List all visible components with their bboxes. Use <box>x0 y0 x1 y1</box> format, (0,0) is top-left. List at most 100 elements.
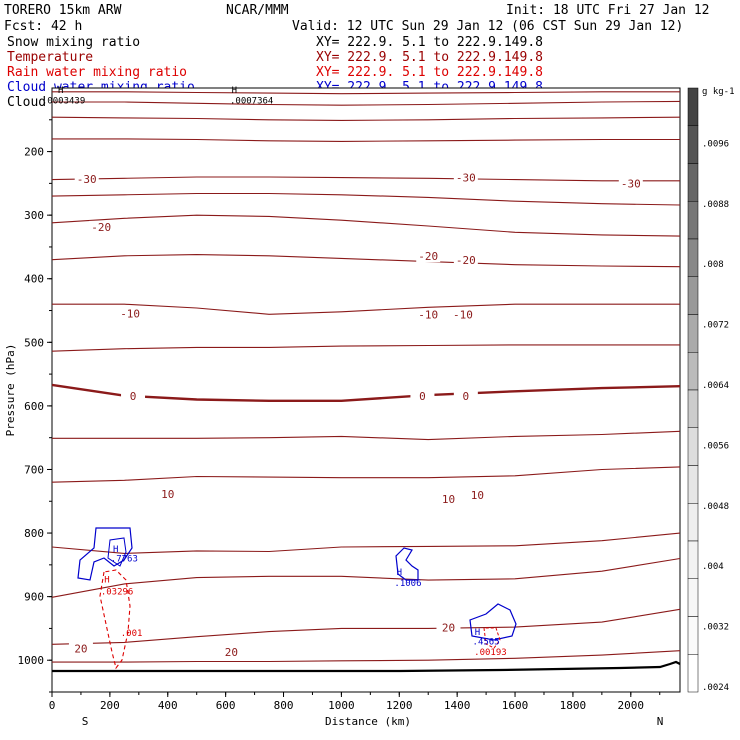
colorbar: .0096 .0088 .008 .0072 .0064 .0056 .0048 .004 .0… <box>687 87 729 693</box>
maximum-label: .1006 <box>394 579 421 589</box>
maximum-label: .00193 <box>474 648 507 658</box>
cloud-water-contour-1 <box>77 527 133 581</box>
isotherm--15 <box>51 254 681 268</box>
isotherm-label: 20 <box>225 646 238 659</box>
x-tick-label: 1800 <box>560 699 587 712</box>
model-title: TORERO 15km ARW <box>4 3 122 18</box>
isotherm-label: -30 <box>77 173 97 186</box>
label-bg <box>465 489 490 502</box>
isotherm-label: 10 <box>471 489 484 502</box>
isotherm-labels: -30 -30 -30 -20 -20 -20 -10 -10 -10 0 0 0 10 10 10 20 20… <box>68 171 643 659</box>
isotherm-label: 0 <box>419 390 426 403</box>
x-tick-label: 2000 <box>618 699 645 712</box>
y-tick-label: 600 <box>24 400 44 413</box>
colorbar-label: .0096 <box>702 139 729 149</box>
maximum-label: H <box>475 628 480 638</box>
colorbar-label: .0048 <box>702 502 729 512</box>
colorbar-swatch <box>687 389 699 428</box>
colorbar-label: .008 <box>702 260 724 270</box>
cloud-water-contour-3 <box>395 547 419 581</box>
y-axis: 200 300 400 500 600 700 800 900 1000 <box>18 119 52 693</box>
maximum-label: .001 <box>121 629 143 639</box>
x-tick-label: 200 <box>100 699 120 712</box>
colorbar-swatch <box>687 314 699 353</box>
isotherm--30 <box>51 176 680 182</box>
maximum-label: H <box>104 576 109 586</box>
plot-area: -30 -30 -30 -20 -20 -20 -10 -10 -10 0 0 0 10 10 10 20 20… <box>42 86 681 693</box>
isotherm-label: -10 <box>418 309 438 322</box>
isotherm--20 <box>51 214 681 237</box>
colorbar-swatch <box>687 427 699 466</box>
isotherm-30 <box>52 650 681 663</box>
colorbar-unit: g kg-1 <box>702 87 735 97</box>
colorbar-label: .0072 <box>702 321 729 331</box>
x-tick-label: 1200 <box>386 699 413 712</box>
label-bg <box>416 308 441 321</box>
isotherm-label: -20 <box>91 221 111 234</box>
colorbar-label: .0088 <box>702 200 729 210</box>
endpoint-south: S <box>82 715 89 728</box>
maximum-label: .0003439 <box>42 96 85 106</box>
colorbar-swatch <box>687 201 699 240</box>
label-bg <box>74 173 99 186</box>
label-bg <box>89 220 114 233</box>
cloud-water-contour-2 <box>107 537 127 567</box>
maximum-label: H <box>232 86 237 96</box>
colorbar-swatch <box>687 465 699 504</box>
label-bg <box>450 308 475 321</box>
colorbar-label: .0032 <box>702 623 729 633</box>
isotherm-5 <box>52 430 681 441</box>
y-tick-label: 800 <box>24 527 44 540</box>
isotherm-label: 0 <box>463 390 470 403</box>
y-tick-label: 300 <box>24 209 44 222</box>
isotherm--40 <box>51 116 681 121</box>
init-time: Init: 18 UTC Fri 27 Jan 12 <box>506 3 710 18</box>
maximum-label: H <box>397 568 402 578</box>
label-bg <box>121 389 146 402</box>
maximum-label: .03296 <box>101 588 134 598</box>
valid-time: Valid: 12 UTC Sun 29 Jan 12 (06 CST Sun … <box>292 19 683 34</box>
legend-label: Snow mixing ratio <box>7 35 140 50</box>
x-tick-label: 400 <box>158 699 178 712</box>
label-bg <box>219 646 244 659</box>
isotherm-label: 20 <box>74 642 87 655</box>
forecast-hour: Fcst: 42 h <box>4 19 82 34</box>
plot-frame <box>51 87 681 693</box>
colorbar-label: .0024 <box>702 683 729 693</box>
isotherm-label: -10 <box>120 307 140 320</box>
isotherm-label: -30 <box>621 178 641 191</box>
isotherm-25 <box>51 608 681 645</box>
colorbar-swatch <box>687 654 699 693</box>
isotherm-label: 10 <box>442 493 455 506</box>
maximum-label: H <box>58 86 63 96</box>
y-tick-label: 700 <box>24 463 44 476</box>
x-tick-label: 800 <box>274 699 294 712</box>
label-bg <box>410 389 435 402</box>
label-bg <box>453 253 478 266</box>
x-tick-label: 0 <box>49 699 56 712</box>
maximum-label: .0007364 <box>230 96 273 106</box>
isotherm--5 <box>51 344 680 352</box>
x-axis-title: Distance (km) <box>325 715 411 728</box>
x-tick-label: 600 <box>216 699 236 712</box>
colorbar-swatch <box>687 540 699 579</box>
y-tick-label: 400 <box>24 273 44 286</box>
legend-coords: XY= 222.9. 5.1 to 222.9.149.8 <box>316 50 543 65</box>
label-bg <box>618 177 643 190</box>
maxima-labels: H.7763H.03296.001H.1006H.4565.00193.0003… <box>42 86 507 658</box>
colorbar-swatch <box>687 503 699 542</box>
x-axis: 0 200 400 600 800 1000 1200 1400 1600 1800 2000 <box>49 692 661 712</box>
colorbar-label: .0064 <box>702 381 729 391</box>
label-bg <box>436 492 461 505</box>
isotherm--45 <box>52 100 681 106</box>
colorbar-swatch <box>687 616 699 655</box>
isotherm-label: -30 <box>456 171 476 184</box>
isotherm-10 <box>51 466 681 483</box>
y-tick-label: 900 <box>24 591 44 604</box>
isotherm-0 <box>51 383 681 402</box>
x-tick-label: 1600 <box>502 699 529 712</box>
temperature-isotherms <box>51 91 681 663</box>
center-name: NCAR/MMM <box>226 3 289 18</box>
legend-label: Rain water mixing ratio <box>7 65 187 80</box>
